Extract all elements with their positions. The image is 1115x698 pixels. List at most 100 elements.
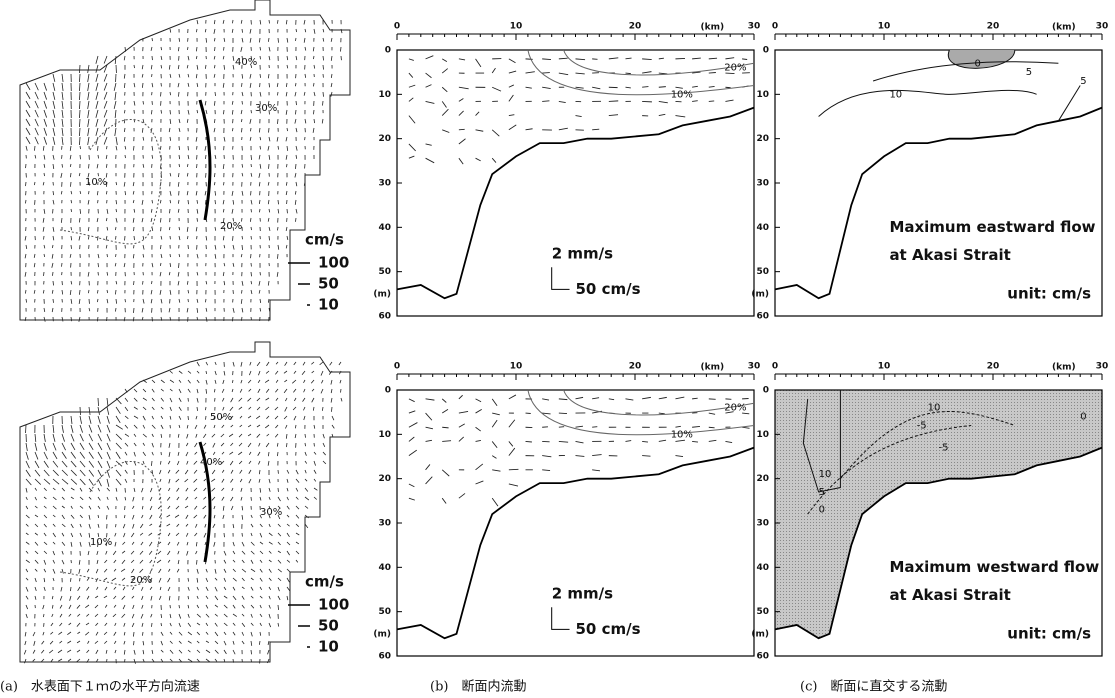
- arrow: [98, 470, 102, 477]
- y-tick-label: 30: [378, 519, 391, 529]
- contour-line: [819, 90, 1037, 116]
- arrow: [26, 470, 30, 477]
- arrow: [52, 263, 53, 268]
- arrow: [151, 47, 152, 51]
- arrow: [259, 200, 260, 204]
- arrow: [241, 497, 242, 501]
- arrow: [284, 416, 287, 419]
- arrow: [509, 420, 515, 428]
- arrow: [409, 144, 416, 151]
- arrow: [104, 56, 107, 63]
- arrow: [52, 272, 53, 276]
- arrow: [34, 182, 35, 185]
- arrow: [53, 470, 59, 476]
- arrow: [89, 443, 93, 450]
- arrow: [314, 119, 315, 123]
- arrow: [98, 254, 99, 258]
- arrow: [104, 110, 107, 117]
- arrow: [231, 506, 233, 510]
- arrow: [71, 416, 72, 424]
- arrow: [314, 65, 315, 69]
- arrow: [233, 596, 236, 600]
- arrow: [98, 263, 99, 267]
- arrow: [196, 29, 197, 32]
- arrow: [150, 506, 152, 510]
- arrow: [222, 470, 224, 473]
- arrow: [140, 569, 143, 573]
- x-tick-label: 10: [878, 362, 891, 372]
- arrow: [107, 272, 108, 276]
- arrow: [143, 398, 147, 400]
- arrow: [124, 56, 125, 60]
- arrow: [62, 515, 65, 519]
- arrow: [132, 596, 134, 598]
- arrow: [53, 452, 57, 459]
- arrow: [251, 272, 252, 276]
- arrow: [26, 578, 28, 580]
- arrow: [132, 506, 134, 509]
- contour-label: 10%: [85, 177, 107, 188]
- arrow: [526, 72, 535, 73]
- arrow: [68, 659, 71, 661]
- contour-label: 20%: [724, 63, 746, 74]
- arrow: [287, 497, 289, 500]
- arrow: [70, 290, 71, 295]
- arrow: [197, 407, 198, 411]
- arrow: [44, 164, 45, 168]
- arrow: [170, 416, 171, 420]
- arrow: [123, 524, 125, 528]
- arrow: [205, 299, 206, 302]
- arrow: [215, 191, 216, 196]
- arrow: [426, 158, 435, 163]
- arrow: [709, 73, 716, 74]
- arrow: [53, 155, 54, 160]
- arrow: [409, 156, 414, 158]
- arrow: [195, 533, 197, 536]
- arrow: [269, 236, 270, 240]
- arrow: [304, 38, 305, 43]
- x-tick-label: 10: [878, 22, 891, 32]
- arrow: [305, 29, 306, 32]
- arrow: [509, 85, 514, 87]
- arrow: [142, 506, 143, 509]
- arrow: [169, 128, 170, 132]
- arrow: [77, 632, 80, 634]
- arrow: [278, 569, 282, 572]
- arrow: [222, 398, 224, 401]
- arrow: [241, 488, 242, 492]
- arrow: [233, 587, 235, 590]
- arrow: [251, 227, 252, 230]
- arrow: [195, 497, 197, 499]
- arrow: [206, 281, 207, 284]
- arrow: [197, 218, 198, 222]
- arrow: [80, 434, 83, 441]
- arrow: [151, 596, 152, 601]
- arrow: [223, 83, 224, 88]
- arrow: [62, 461, 67, 467]
- arrow: [249, 389, 251, 391]
- arrow: [659, 397, 667, 398]
- arrow: [313, 128, 314, 133]
- arrow: [134, 452, 135, 456]
- arrow: [268, 650, 269, 654]
- arrow: [223, 506, 224, 511]
- arrow: [125, 425, 128, 428]
- arrow: [277, 83, 278, 87]
- arrow: [409, 98, 413, 102]
- arrow: [204, 488, 206, 491]
- arrow: [278, 38, 279, 43]
- arrow: [26, 506, 28, 509]
- arrow: [196, 227, 197, 231]
- arrow: [576, 87, 584, 88]
- arrow: [285, 407, 287, 411]
- arrow: [224, 560, 226, 563]
- arrow: [70, 146, 71, 151]
- arrow: [313, 83, 314, 86]
- arrow: [242, 632, 244, 636]
- arrow: [287, 515, 289, 517]
- arrow: [89, 425, 92, 432]
- y-tick-label: 50: [756, 607, 769, 617]
- arrow: [195, 425, 197, 429]
- arrow: [161, 254, 162, 258]
- arrow: [260, 74, 261, 78]
